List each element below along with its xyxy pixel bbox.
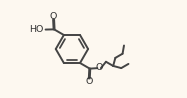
Text: HO: HO — [29, 25, 43, 34]
Text: O: O — [95, 63, 103, 72]
Text: O: O — [50, 12, 57, 21]
Text: O: O — [86, 77, 93, 86]
